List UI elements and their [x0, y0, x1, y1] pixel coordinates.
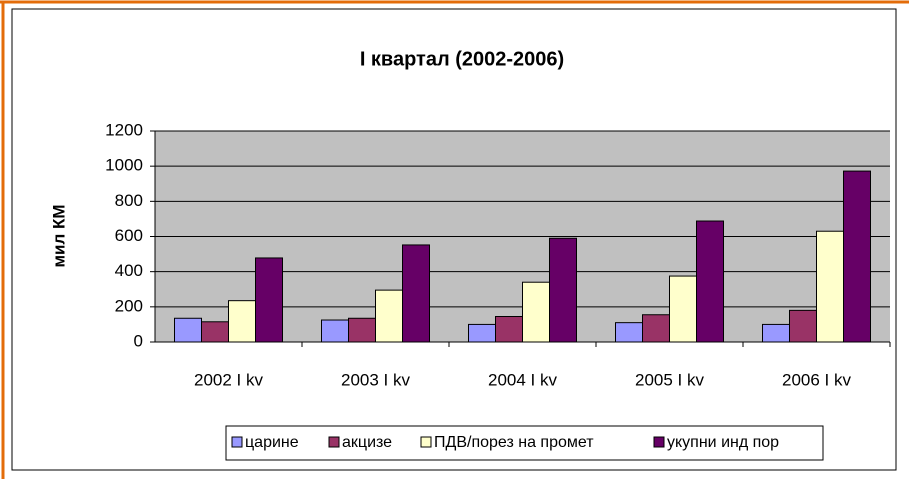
bar [642, 314, 670, 343]
bar [816, 230, 844, 343]
bar [696, 220, 724, 343]
bar [789, 309, 817, 343]
bar [321, 319, 349, 343]
legend-label: царине [245, 434, 299, 451]
legend-swatch [653, 436, 665, 448]
chart-title: I квартал (2002-2006) [360, 48, 564, 70]
bar [174, 317, 202, 343]
bar [549, 237, 577, 343]
bar [762, 323, 790, 343]
legend-label: укупни инд пор [667, 434, 779, 451]
legend-label: ПДВ/порез на промет [434, 434, 594, 451]
y-tick-label: 1200 [105, 120, 143, 139]
bar [402, 244, 430, 343]
bar [669, 275, 697, 343]
y-tick-label: 600 [115, 226, 143, 245]
y-tick-label: 0 [134, 331, 143, 350]
x-tick-label: 2006 I kv [782, 370, 851, 389]
y-axis-label: мил КМ [49, 204, 68, 267]
x-tick-label: 2002 I kv [194, 370, 263, 389]
y-tick-label: 800 [115, 191, 143, 210]
bar [228, 300, 256, 343]
bar [468, 323, 496, 343]
legend-swatch [328, 436, 340, 448]
bar [348, 317, 376, 343]
bar [495, 316, 523, 343]
x-tick-label: 2003 I kv [341, 370, 410, 389]
bar [843, 170, 871, 343]
legend-label: акцизе [342, 434, 392, 451]
bar [255, 257, 283, 343]
legend-swatch [420, 436, 432, 448]
bar [201, 321, 229, 343]
legend-swatch [231, 436, 243, 448]
y-tick-label: 200 [115, 296, 143, 315]
legend [225, 425, 824, 461]
y-tick-label: 400 [115, 261, 143, 280]
bar [375, 289, 403, 343]
bar [615, 322, 643, 343]
bar [522, 281, 550, 343]
y-tick-label: 1000 [105, 156, 143, 175]
x-tick-label: 2005 I kv [635, 370, 704, 389]
x-tick-label: 2004 I kv [488, 370, 557, 389]
